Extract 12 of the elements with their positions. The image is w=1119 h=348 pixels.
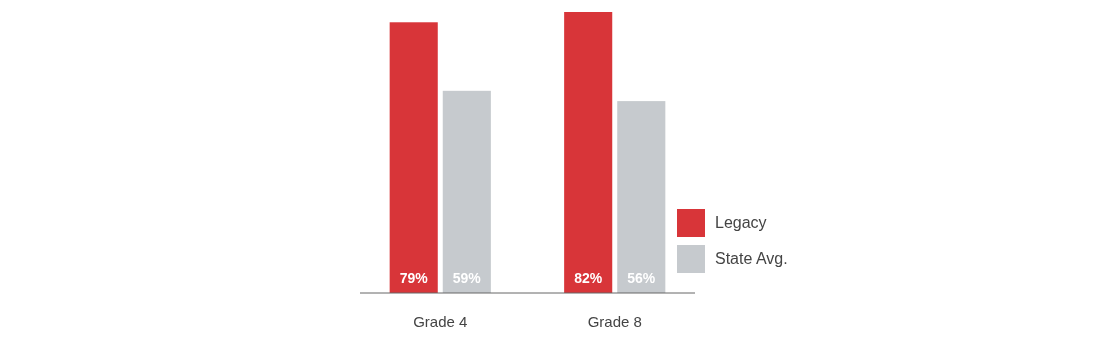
legend-label: Legacy <box>715 214 767 231</box>
data-label: 59% <box>452 270 482 286</box>
data-label: 79% <box>399 270 429 286</box>
bar <box>617 101 666 293</box>
legend-label: State Avg. <box>715 250 788 267</box>
bar <box>389 22 438 293</box>
bar <box>442 90 491 293</box>
data-label: 56% <box>627 270 656 286</box>
data-label: 82% <box>574 270 603 286</box>
bar <box>564 12 613 293</box>
x-tick-label: Grade 8 <box>587 313 642 330</box>
x-tick-label: Grade 4 <box>413 313 468 330</box>
